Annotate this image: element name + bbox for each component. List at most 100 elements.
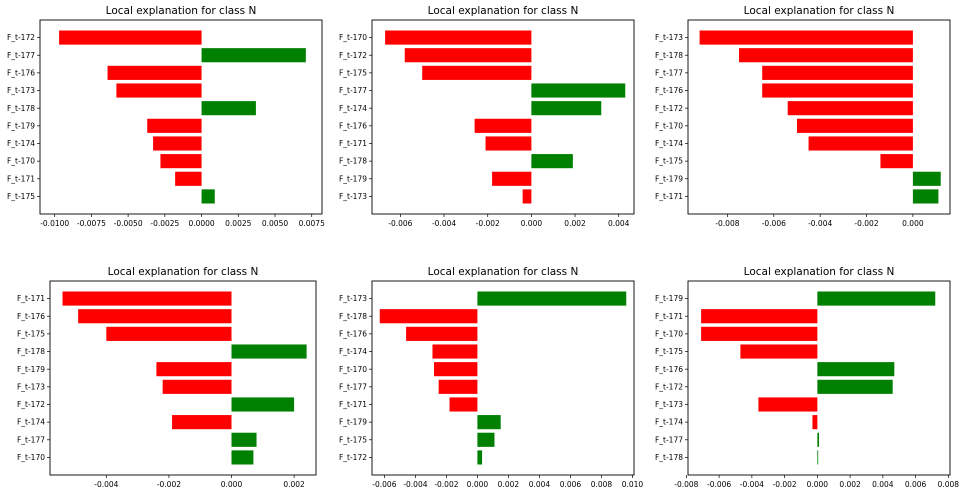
x-tick-label: -0.004 xyxy=(432,219,456,228)
chart-panel-5: Local explanation for class N F_t-173 F_t… xyxy=(339,266,643,489)
chart-panel-6: Local explanation for class N F_t-179 F_t… xyxy=(655,266,959,489)
bar-F_t-170 xyxy=(701,326,818,341)
y-tick-label: F_t-179 xyxy=(7,121,35,130)
bar-F_t-178 xyxy=(531,154,573,169)
plot-frame xyxy=(39,19,323,215)
y-tick-label: F_t-177 xyxy=(655,435,683,444)
y-tick-label: F_t-172 xyxy=(339,51,367,60)
bar-F_t-176 xyxy=(107,65,202,80)
x-tick-label: -0.004 xyxy=(403,480,427,489)
bar-F_t-174 xyxy=(153,136,202,151)
x-tick-label: 0.008 xyxy=(591,480,613,489)
bar-F_t-176 xyxy=(817,362,895,377)
bar-F_t-173 xyxy=(116,83,202,98)
y-tick-label: F_t-177 xyxy=(7,51,35,60)
chart-title: Local explanation for class N xyxy=(744,5,895,17)
x-tick-label: 0.0075 xyxy=(299,219,325,228)
y-tick-label: F_t-177 xyxy=(655,68,683,77)
bar-F_t-178 xyxy=(201,101,256,116)
x-tick-label: 0.002 xyxy=(498,480,520,489)
y-tick-label: F_t-174 xyxy=(339,347,367,356)
bar-F_t-176 xyxy=(762,83,913,98)
x-tick-label: -0.002 xyxy=(773,480,797,489)
bar-F_t-175 xyxy=(201,189,215,204)
x-tick-label: -0.0025 xyxy=(150,219,179,228)
bar-F_t-179 xyxy=(817,291,936,306)
x-tick-label: 0.0000 xyxy=(188,219,214,228)
y-tick-label: F_t-174 xyxy=(655,139,683,148)
bar-F_t-175 xyxy=(740,344,818,359)
y-tick-label: F_t-170 xyxy=(17,453,45,462)
y-tick-label: F_t-176 xyxy=(655,86,683,95)
plot-frame xyxy=(49,280,317,476)
y-tick-label: F_t-174 xyxy=(7,139,35,148)
y-tick-label: F_t-178 xyxy=(339,157,367,166)
chart-title: Local explanation for class N xyxy=(428,5,579,17)
bar-F_t-172 xyxy=(477,450,483,465)
y-tick-label: F_t-174 xyxy=(339,104,367,113)
y-tick-label: F_t-174 xyxy=(655,418,683,427)
bar-F_t-175 xyxy=(477,432,495,447)
bar-F_t-172 xyxy=(59,30,202,45)
y-tick-label: F_t-179 xyxy=(655,294,683,303)
x-tick-label: 0.004 xyxy=(872,480,894,489)
y-tick-label: F_t-176 xyxy=(655,365,683,374)
x-tick-label: -0.0050 xyxy=(114,219,143,228)
y-tick-label: F_t-178 xyxy=(7,104,35,113)
y-tick-label: F_t-179 xyxy=(339,418,367,427)
x-tick-label: 0.004 xyxy=(608,219,630,228)
bar-F_t-179 xyxy=(492,171,532,186)
bar-F_t-173 xyxy=(477,291,627,306)
bar-F_t-171 xyxy=(175,171,202,186)
bar-F_t-170 xyxy=(231,450,254,465)
y-tick-label: F_t-177 xyxy=(339,382,367,391)
bar-F_t-170 xyxy=(385,30,532,45)
y-tick-label: F_t-170 xyxy=(7,157,35,166)
chart-panel-2: Local explanation for class N F_t-170 F_t… xyxy=(339,5,635,228)
bar-F_t-172 xyxy=(404,48,532,63)
y-tick-label: F_t-178 xyxy=(655,453,683,462)
x-tick-label: -0.004 xyxy=(94,480,118,489)
bar-F_t-174 xyxy=(808,136,913,151)
bar-F_t-171 xyxy=(62,291,232,306)
bar-F_t-175 xyxy=(422,65,532,80)
bar-F_t-171 xyxy=(449,397,478,412)
bar-F_t-173 xyxy=(162,379,232,394)
bar-F_t-177 xyxy=(201,48,306,63)
x-tick-label: 0.000 xyxy=(221,480,243,489)
x-tick-label: 0.0025 xyxy=(225,219,251,228)
bar-F_t-177 xyxy=(438,379,478,394)
y-tick-label: F_t-176 xyxy=(17,312,45,321)
y-tick-label: F_t-177 xyxy=(17,435,45,444)
y-tick-label: F_t-176 xyxy=(339,329,367,338)
y-tick-label: F_t-173 xyxy=(339,192,367,201)
plot-frame xyxy=(371,280,635,476)
bar-F_t-178 xyxy=(817,450,819,465)
plot-frame xyxy=(687,280,951,476)
x-tick-label: -0.006 xyxy=(388,219,412,228)
bar-F_t-173 xyxy=(758,397,818,412)
y-tick-label: F_t-174 xyxy=(17,418,45,427)
y-tick-label: F_t-175 xyxy=(339,435,367,444)
x-tick-label: 0.000 xyxy=(467,480,489,489)
x-tick-label: 0.008 xyxy=(938,480,960,489)
bar-F_t-174 xyxy=(172,415,232,430)
y-tick-label: F_t-172 xyxy=(17,400,45,409)
y-tick-label: F_t-176 xyxy=(339,121,367,130)
bar-F_t-179 xyxy=(912,171,941,186)
x-tick-label: 0.000 xyxy=(521,219,543,228)
bar-F_t-174 xyxy=(432,344,478,359)
bar-F_t-171 xyxy=(701,309,818,324)
y-tick-label: F_t-175 xyxy=(7,192,35,201)
x-tick-label: -0.002 xyxy=(476,219,500,228)
chart-title: Local explanation for class N xyxy=(744,266,895,278)
y-tick-label: F_t-179 xyxy=(339,174,367,183)
bar-F_t-170 xyxy=(160,154,202,169)
bar-F_t-170 xyxy=(796,118,913,133)
y-tick-label: F_t-175 xyxy=(17,329,45,338)
y-tick-label: F_t-175 xyxy=(655,157,683,166)
x-tick-label: -0.004 xyxy=(808,219,832,228)
bar-F_t-176 xyxy=(474,118,532,133)
y-tick-label: F_t-171 xyxy=(17,294,45,303)
y-tick-label: F_t-172 xyxy=(655,382,683,391)
